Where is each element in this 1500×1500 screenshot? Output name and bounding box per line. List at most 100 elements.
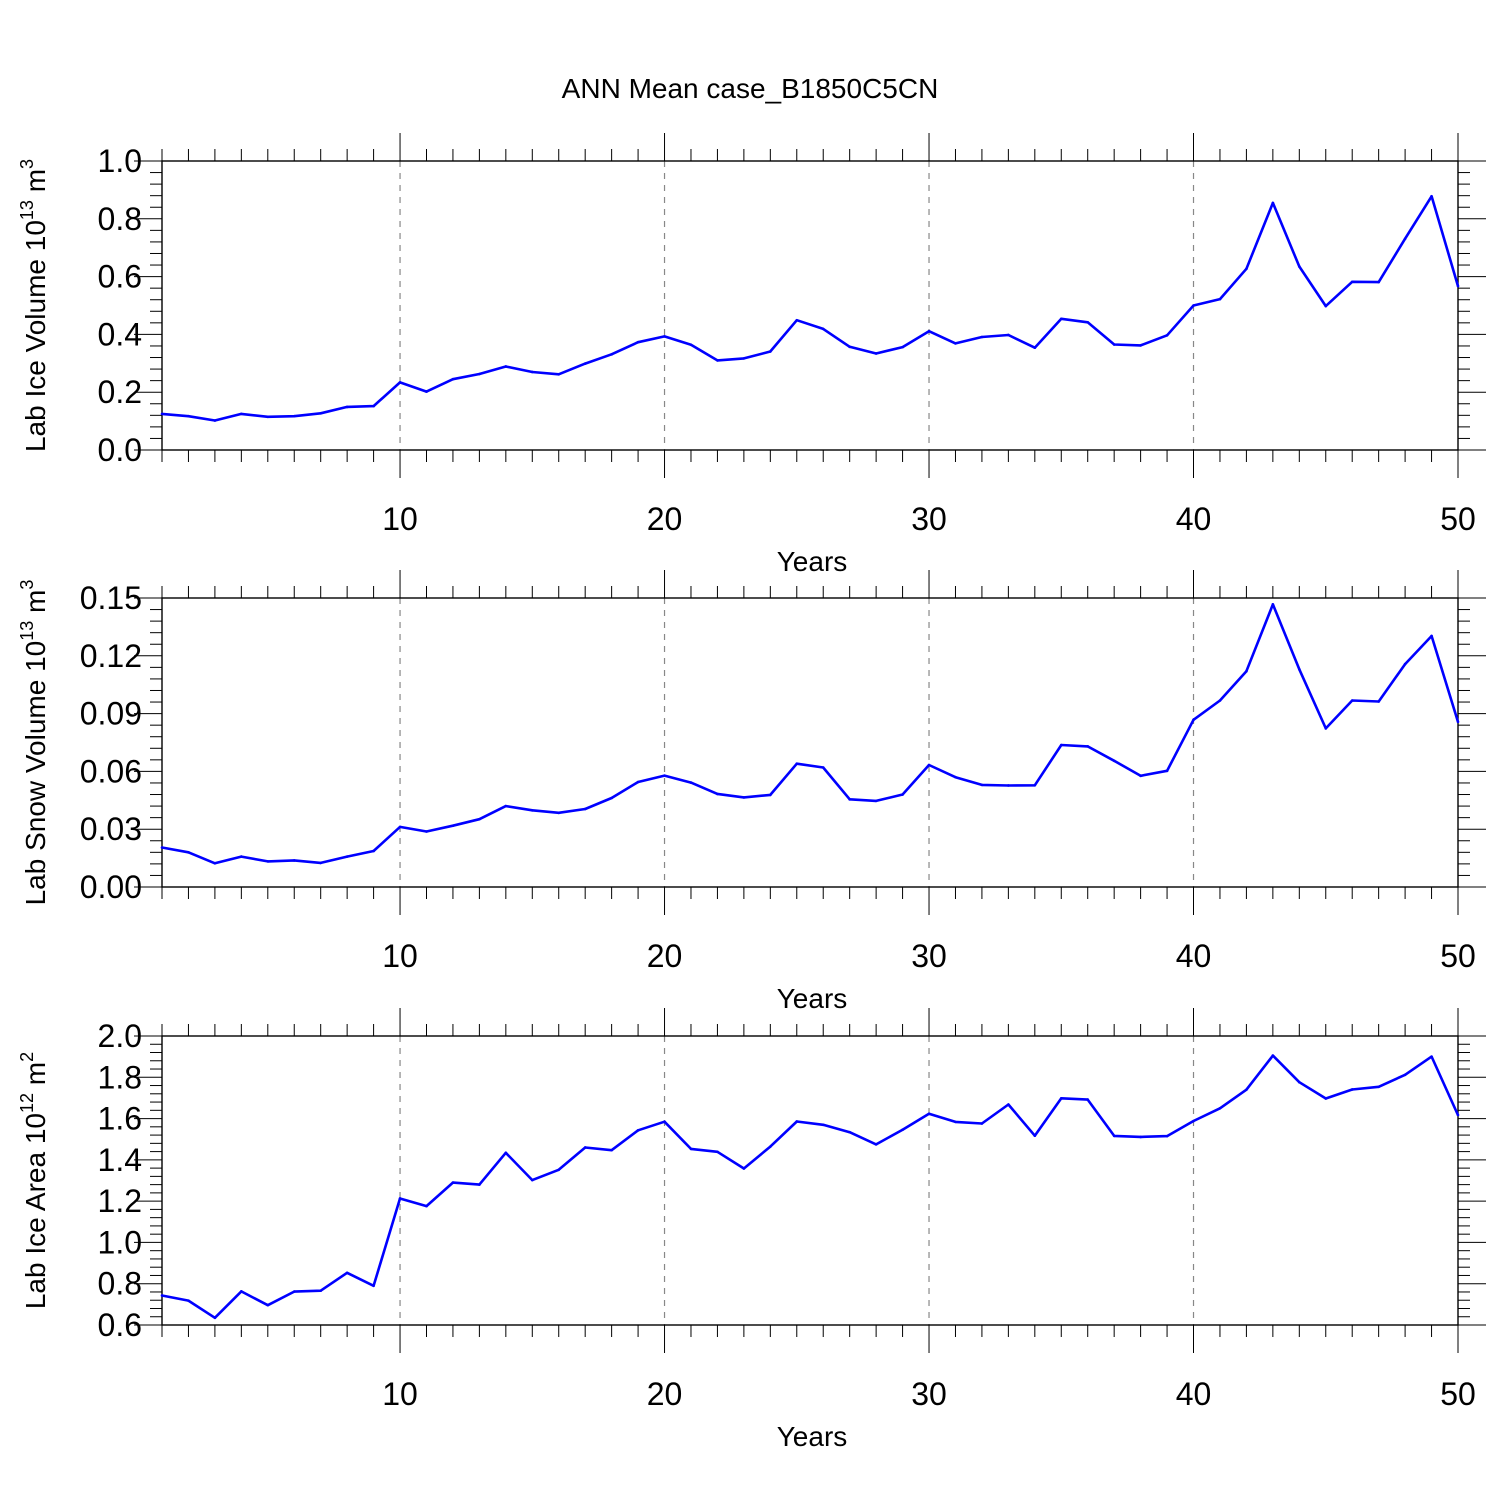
data-point xyxy=(266,860,270,863)
y-tick-label: 0.00 xyxy=(80,869,142,905)
data-point xyxy=(1218,1106,1222,1110)
data-point xyxy=(1403,662,1407,666)
data-point xyxy=(821,1123,825,1127)
data-point xyxy=(1165,1134,1169,1138)
x-tick-label: 50 xyxy=(1440,501,1476,537)
data-point xyxy=(530,809,534,812)
y-tick-label: 0.8 xyxy=(98,1266,142,1302)
data-point xyxy=(1139,1135,1142,1139)
data-point xyxy=(1430,634,1433,638)
x-axis-label: Years xyxy=(777,546,848,577)
y-tick-label: 1.2 xyxy=(98,1183,142,1219)
data-point xyxy=(583,362,587,365)
data-point xyxy=(1403,1073,1407,1077)
data-point xyxy=(398,1197,402,1200)
data-point xyxy=(1298,667,1301,671)
series-line xyxy=(161,1054,1460,1320)
figure-title: ANN Mean case_B1850C5CN xyxy=(562,73,939,104)
x-tick-label: 20 xyxy=(647,938,683,974)
data-point xyxy=(1350,280,1354,284)
data-point xyxy=(1350,699,1354,702)
data-point xyxy=(319,861,322,865)
data-point xyxy=(1165,769,1169,773)
data-point xyxy=(425,390,428,393)
data-point xyxy=(1059,317,1063,321)
data-point xyxy=(742,796,746,799)
x-tick-label: 10 xyxy=(382,1376,418,1412)
x-axis-label: Years xyxy=(777,1421,848,1452)
data-point xyxy=(504,804,508,808)
data-point xyxy=(1245,669,1248,673)
plot-frame xyxy=(161,160,1459,451)
data-point xyxy=(160,846,164,849)
data-point xyxy=(954,775,957,779)
data-point xyxy=(1456,1113,1460,1117)
data-point xyxy=(1033,1134,1037,1138)
data-point xyxy=(795,762,799,765)
data-point xyxy=(530,1178,534,1182)
data-point xyxy=(1059,1097,1063,1100)
data-point xyxy=(1245,1088,1248,1091)
data-point xyxy=(1165,333,1169,337)
data-point xyxy=(980,783,984,787)
data-point xyxy=(874,1143,878,1146)
plot-frame xyxy=(161,1035,1459,1326)
data-point xyxy=(557,1168,561,1172)
data-point xyxy=(372,849,375,853)
data-point xyxy=(319,1289,322,1293)
data-point xyxy=(1456,720,1460,724)
data-point xyxy=(874,799,878,803)
x-tick-label: 40 xyxy=(1176,1376,1212,1412)
x-tick-label: 10 xyxy=(382,938,418,974)
data-point xyxy=(1218,297,1222,301)
data-point xyxy=(187,851,190,854)
y-tick-label: 2.0 xyxy=(98,1018,142,1054)
data-point xyxy=(1007,784,1010,787)
data-point xyxy=(874,352,878,355)
data-point xyxy=(663,774,666,777)
x-tick-label: 50 xyxy=(1440,1376,1476,1412)
data-point xyxy=(266,415,270,419)
data-point xyxy=(742,1167,746,1170)
data-point xyxy=(689,343,693,347)
data-point xyxy=(345,1271,349,1275)
data-point xyxy=(610,796,613,800)
y-tick-label: 1.4 xyxy=(98,1142,142,1178)
data-point xyxy=(160,412,164,416)
data-point xyxy=(398,825,402,829)
data-point xyxy=(345,405,349,409)
data-point xyxy=(478,1183,481,1186)
x-tick-label: 30 xyxy=(911,501,947,537)
data-point xyxy=(1298,265,1301,268)
data-point xyxy=(1112,343,1116,346)
data-point xyxy=(1377,280,1380,284)
data-point xyxy=(187,1299,190,1302)
data-point xyxy=(1430,1055,1433,1058)
x-tick-label: 20 xyxy=(647,1376,683,1412)
data-point xyxy=(1086,320,1090,324)
data-point xyxy=(927,763,931,767)
data-point xyxy=(504,1151,508,1155)
y-tick-label: 1.0 xyxy=(98,143,142,179)
data-point xyxy=(425,830,428,833)
data-point xyxy=(1059,743,1063,747)
y-tick-label: 0.12 xyxy=(80,638,142,674)
data-point xyxy=(530,370,534,374)
data-point xyxy=(583,1146,587,1149)
data-point xyxy=(927,1112,931,1116)
data-point xyxy=(1271,201,1275,205)
data-point xyxy=(954,342,957,345)
y-axis-label: Lab Snow Volume 1013 m3 xyxy=(17,580,51,906)
data-point xyxy=(1033,346,1037,349)
data-point xyxy=(1245,267,1248,271)
data-point xyxy=(1139,344,1142,347)
y-tick-label: 1.8 xyxy=(98,1059,142,1095)
data-point xyxy=(769,350,772,353)
data-point xyxy=(689,1147,693,1151)
x-axis-label: Years xyxy=(777,983,848,1014)
y-axis-label: Lab Ice Volume 1013 m3 xyxy=(17,159,51,452)
data-point xyxy=(610,1148,613,1152)
data-point xyxy=(716,359,719,362)
data-point xyxy=(1007,333,1010,337)
